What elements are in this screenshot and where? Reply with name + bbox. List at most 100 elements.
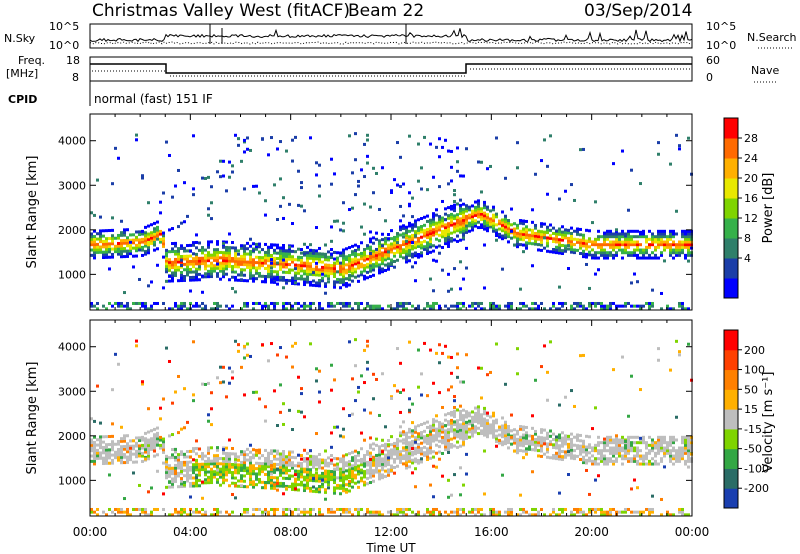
velocity-cell <box>378 464 381 468</box>
nsearch-legend: N.Search <box>747 31 797 44</box>
freq-tick-low: 8 <box>72 71 79 84</box>
velocity-cell <box>627 451 630 455</box>
velocity-cell <box>363 462 366 466</box>
power-cell <box>111 239 114 243</box>
velocity-cell <box>264 448 267 452</box>
power-cell <box>162 242 165 246</box>
velocity-cell <box>207 459 210 463</box>
velocity-cell <box>318 458 321 462</box>
velocity-cell <box>282 471 285 475</box>
velocity-cell <box>291 510 294 514</box>
velocity-cell <box>267 513 270 517</box>
velocity-cell <box>579 507 582 511</box>
velocity-cell <box>171 513 174 517</box>
velocity-cell <box>180 510 183 514</box>
velocity-cell <box>123 510 126 514</box>
power-cell <box>189 262 192 266</box>
power-cell <box>162 244 165 248</box>
velocity-cell <box>333 463 336 467</box>
power-cell <box>306 275 309 279</box>
power-cell <box>108 237 111 241</box>
power-cell <box>90 237 93 241</box>
power-cell <box>609 240 612 244</box>
velocity-cell <box>192 481 195 485</box>
colorbar-segment <box>724 330 738 351</box>
power-cell <box>456 301 459 305</box>
power-cell <box>345 263 348 267</box>
velocity-cell <box>495 418 498 422</box>
velocity-cell <box>273 468 276 472</box>
velocity-cell <box>225 395 228 399</box>
power-cell <box>444 218 447 222</box>
power-cell <box>342 253 345 257</box>
power-cell <box>153 232 156 236</box>
velocity-cell <box>282 510 285 514</box>
velocity-cell <box>354 460 357 464</box>
power-cell <box>315 161 318 165</box>
power-cell <box>360 273 363 277</box>
power-cell <box>369 261 372 265</box>
power-cell <box>348 208 351 212</box>
power-cell <box>351 244 354 248</box>
velocity-cell <box>249 461 252 465</box>
velocity-cell <box>474 427 477 431</box>
velocity-cell <box>432 434 435 438</box>
velocity-cell <box>174 450 177 454</box>
velocity-cell <box>219 470 222 474</box>
power-cell <box>435 232 438 236</box>
velocity-cell <box>480 507 483 511</box>
power-cell <box>405 255 408 259</box>
power-cell <box>354 267 357 271</box>
velocity-cell <box>444 440 447 444</box>
velocity-cell <box>447 450 450 454</box>
power-cell <box>141 240 144 244</box>
power-cell <box>627 232 630 236</box>
power-cell <box>228 262 231 266</box>
velocity-cell <box>249 480 252 484</box>
velocity-cell <box>573 457 576 461</box>
velocity-cell <box>213 475 216 479</box>
power-cell <box>435 301 438 305</box>
velocity-cell <box>450 413 453 417</box>
power-cell <box>498 222 501 226</box>
power-cell <box>687 259 690 263</box>
power-cell <box>252 301 255 305</box>
power-cell <box>639 251 642 255</box>
power-cell <box>456 160 459 164</box>
velocity-cell <box>180 482 183 486</box>
power-cell <box>165 262 168 266</box>
power-cell <box>417 244 420 248</box>
power-cell <box>96 232 99 236</box>
velocity-cell <box>585 461 588 465</box>
velocity-cell <box>195 458 198 462</box>
velocity-cell <box>300 472 303 476</box>
power-cell <box>687 240 690 244</box>
velocity-cell <box>276 481 279 485</box>
power-cell <box>591 248 594 252</box>
velocity-cell <box>636 462 639 466</box>
velocity-cell <box>480 423 483 427</box>
power-cell <box>132 254 135 258</box>
power-cell <box>438 215 441 219</box>
velocity-cell <box>372 471 375 475</box>
power-cell <box>456 202 459 206</box>
velocity-cell <box>198 510 201 514</box>
velocity-cell <box>345 490 348 494</box>
power-cell <box>273 256 276 260</box>
power-cell <box>168 268 171 272</box>
velocity-cell <box>174 507 177 511</box>
power-cell <box>261 280 264 284</box>
power-cell <box>348 264 351 268</box>
power-cell <box>348 301 351 305</box>
power-cell <box>273 264 276 268</box>
power-cell <box>432 230 435 234</box>
power-cell <box>657 240 660 244</box>
velocity-cell <box>531 437 534 441</box>
power-cell <box>645 248 648 252</box>
velocity-cell <box>303 448 306 452</box>
power-cell <box>144 231 147 235</box>
power-cell <box>342 283 345 287</box>
velocity-cell <box>675 454 678 458</box>
power-cell <box>507 235 510 239</box>
power-cell <box>468 304 471 308</box>
